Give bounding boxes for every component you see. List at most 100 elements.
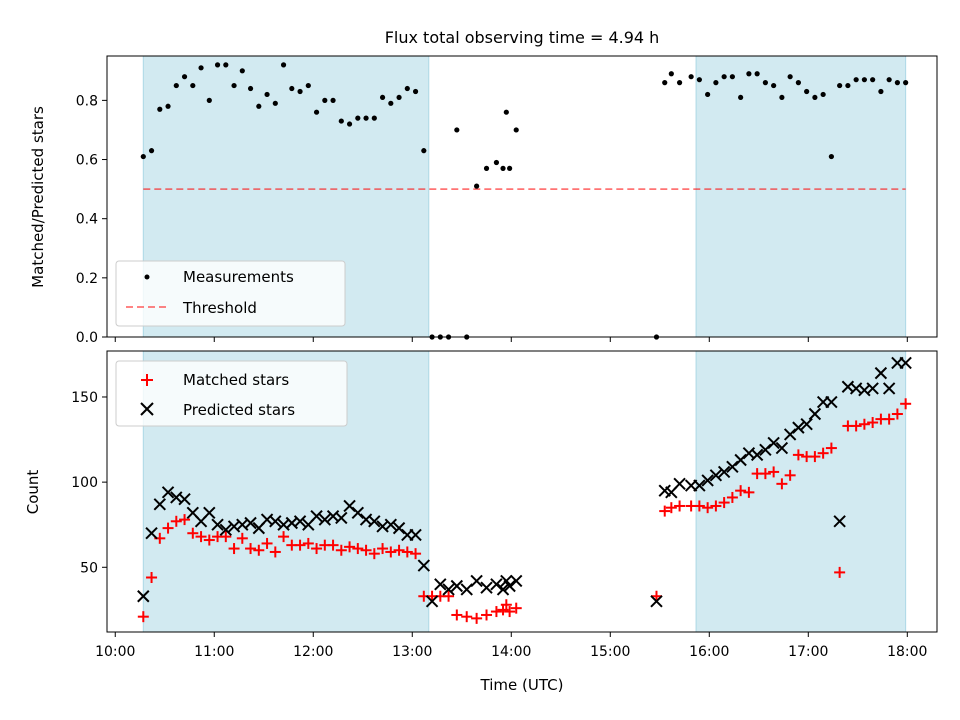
measurement-point xyxy=(289,85,295,92)
predicted-stars-points xyxy=(137,356,912,608)
predicted-star-point xyxy=(293,515,307,528)
measurement-point xyxy=(379,94,386,101)
predicted-star-point xyxy=(800,418,813,431)
top-plot-frame xyxy=(106,55,938,338)
measurement-point xyxy=(140,153,146,160)
top-y-tick-label: 0.0 xyxy=(76,330,98,346)
predicted-star-point xyxy=(874,366,888,380)
matched-star-point xyxy=(858,418,870,430)
matched-star-point xyxy=(825,442,837,454)
matched-star-point xyxy=(490,606,502,618)
predicted-star-point xyxy=(866,382,879,395)
measurement-point xyxy=(404,85,410,92)
bottom-y-tick-label: 100 xyxy=(71,475,98,491)
top-y-tick-label: 0.4 xyxy=(76,212,98,228)
predicted-star-point xyxy=(153,498,167,511)
matched-star-point xyxy=(702,502,714,514)
matched-star-point xyxy=(311,543,323,555)
bottom-y-ticks: 50 100 150 xyxy=(71,390,107,576)
measurement-point xyxy=(483,165,490,171)
x-tick-label: 17:00 xyxy=(788,644,828,660)
matched-star-point xyxy=(659,505,671,517)
matched-star-point xyxy=(335,544,347,556)
matched-star-point xyxy=(867,417,879,429)
x-tick-label: 18:00 xyxy=(887,644,927,660)
matched-star-point xyxy=(253,544,265,556)
matched-star-point xyxy=(368,548,380,560)
matched-star-point xyxy=(900,398,912,410)
measurement-point xyxy=(165,103,171,109)
measurement-point xyxy=(396,94,402,101)
predicted-star-point xyxy=(673,477,686,491)
measurement-point xyxy=(264,91,270,98)
measurement-point xyxy=(256,103,262,109)
matched-star-point xyxy=(883,413,895,425)
measurement-point xyxy=(738,94,744,101)
matched-star-point xyxy=(162,522,174,534)
measurement-point xyxy=(500,165,506,171)
matched-star-point xyxy=(710,500,722,512)
predicted-star-point xyxy=(709,469,723,482)
predicted-star-point xyxy=(767,436,780,450)
matched-star-point xyxy=(759,468,771,480)
measurement-point xyxy=(157,106,163,112)
top-y-ticks: 0.0 0.2 0.4 0.6 0.8 xyxy=(76,93,107,346)
top-legend: Measurements Threshold xyxy=(115,260,346,327)
predicted-star-point xyxy=(368,515,381,528)
matched-star-point xyxy=(187,527,199,539)
bottom-y-axis-label: Count xyxy=(24,470,42,515)
x-tick-label: 12:00 xyxy=(293,644,333,660)
matched-star-point xyxy=(481,609,493,621)
x-axis-label: Time (UTC) xyxy=(480,676,564,694)
matched-star-point xyxy=(278,531,290,543)
predicted-star-point xyxy=(161,486,175,499)
measurement-point xyxy=(280,62,287,68)
measurement-point xyxy=(771,82,777,89)
predicted-star-point xyxy=(178,492,191,506)
x-tick-label: 13:00 xyxy=(392,644,432,660)
predicted-star-point xyxy=(460,583,473,596)
matched-star-point xyxy=(735,485,747,497)
top-y-axis-label: Matched/Predicted stars xyxy=(29,106,47,288)
matched-stars-points xyxy=(137,398,912,624)
matched-star-point xyxy=(352,543,364,555)
top-legend-box xyxy=(115,260,346,327)
bottom-x-ticks: 10:00 11:00 12:00 13:00 14:00 15:00 16:00 17:00… xyxy=(95,632,927,660)
predicted-star-point xyxy=(343,499,356,513)
measurement-point xyxy=(812,94,818,101)
x-tick-label: 15:00 xyxy=(590,644,630,660)
measurement-point xyxy=(870,77,876,83)
measurement-point xyxy=(507,165,513,171)
measurement-point xyxy=(322,97,328,103)
predicted-star-point xyxy=(792,421,805,434)
predicted-star-point xyxy=(450,579,464,593)
measurement-point xyxy=(190,82,196,89)
measurement-point xyxy=(371,115,377,121)
measurement-point xyxy=(668,71,674,77)
bottom-y-tick-label: 150 xyxy=(71,390,98,406)
measurement-point xyxy=(223,62,229,68)
matched-star-point xyxy=(385,546,397,558)
matched-star-point xyxy=(809,451,821,463)
predicted-star-point xyxy=(425,595,439,608)
predicted-star-point xyxy=(783,428,797,441)
predicted-star-point xyxy=(775,441,789,455)
measurement-point xyxy=(181,74,188,80)
measurement-point xyxy=(787,74,793,80)
measurement-point xyxy=(247,85,254,92)
top-x-ticks xyxy=(114,337,908,342)
predicted-star-point xyxy=(470,574,483,588)
measurement-point xyxy=(662,80,668,86)
measurement-point xyxy=(503,109,509,115)
measurement-point xyxy=(474,183,480,189)
legend-measurement-marker xyxy=(144,274,150,280)
measurement-point xyxy=(729,74,735,80)
matched-star-point xyxy=(203,534,215,546)
measurement-point xyxy=(297,88,303,95)
measurement-point xyxy=(355,115,361,121)
predicted-star-point xyxy=(434,578,447,591)
matched-star-point xyxy=(850,420,862,432)
matched-star-point xyxy=(451,609,463,621)
predicted-star-point xyxy=(693,479,706,492)
predicted-star-point xyxy=(833,515,846,528)
